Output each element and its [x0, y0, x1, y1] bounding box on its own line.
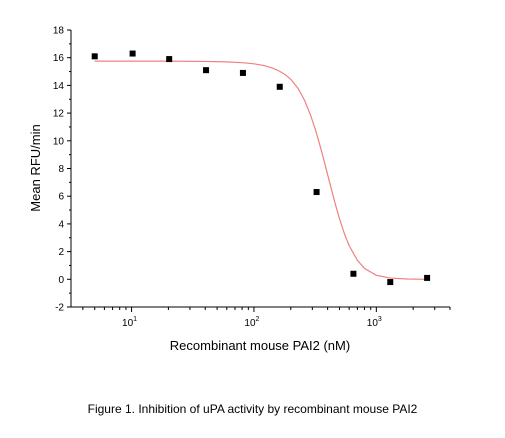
y-tick-label: 6	[58, 192, 64, 203]
y-tick-label: 14	[53, 81, 65, 92]
fit-curve-group	[94, 60, 428, 280]
data-point	[276, 83, 283, 90]
data-point	[203, 67, 210, 74]
x-tick-label: 103	[367, 316, 382, 329]
y-tick-label: 8	[58, 164, 64, 175]
y-axis-title: Mean RFU/min	[28, 124, 43, 211]
data-point	[350, 270, 357, 277]
y-tick-label: 12	[53, 109, 65, 120]
y-tick-label: 18	[53, 26, 65, 37]
data-point	[91, 53, 98, 60]
y-tick-label: -2	[55, 303, 64, 314]
data-point	[424, 274, 431, 281]
y-tick-label: 10	[53, 136, 65, 147]
data-point	[387, 279, 394, 286]
data-point	[313, 189, 320, 196]
y-tick-label: 2	[58, 247, 64, 258]
data-points-group	[91, 50, 431, 286]
data-point	[239, 69, 246, 76]
figure-caption: Figure 1. Inhibition of uPA activity by …	[87, 402, 418, 416]
y-tick-label: 16	[53, 53, 65, 64]
fit-curve	[94, 60, 428, 280]
data-point	[129, 50, 136, 57]
x-tick-label: 101	[122, 316, 137, 329]
y-tick-label: 0	[58, 275, 64, 286]
x-tick-label: 102	[244, 316, 259, 329]
x-axis-title: Recombinant mouse PAI2 (nM)	[170, 338, 350, 353]
data-point	[166, 56, 173, 63]
y-tick-label: 4	[58, 219, 64, 230]
axes: -2 0 2 4 6 8 10 12 14 16 18 101 102 103	[53, 26, 451, 329]
